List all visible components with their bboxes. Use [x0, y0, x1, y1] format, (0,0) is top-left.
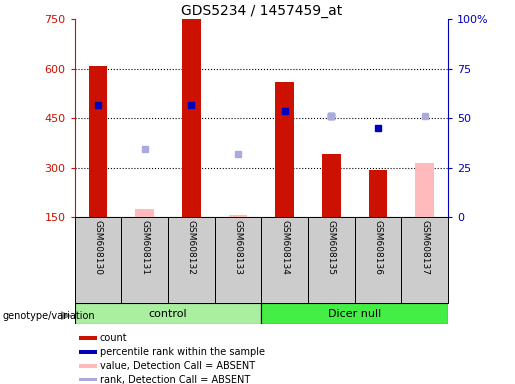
Text: GSM608131: GSM608131 — [140, 220, 149, 275]
Bar — [261, 217, 308, 303]
Text: percentile rank within the sample: percentile rank within the sample — [99, 347, 265, 357]
Text: GSM608134: GSM608134 — [280, 220, 289, 275]
Bar — [308, 217, 355, 303]
Bar — [401, 217, 448, 303]
Text: genotype/variation: genotype/variation — [3, 311, 95, 321]
Text: control: control — [149, 309, 187, 319]
Bar — [79, 350, 97, 354]
Bar — [416, 162, 434, 217]
Bar — [168, 217, 215, 303]
Title: GDS5234 / 1457459_at: GDS5234 / 1457459_at — [181, 4, 342, 18]
Bar — [122, 217, 168, 303]
Text: GSM608137: GSM608137 — [420, 220, 429, 275]
Text: Dicer null: Dicer null — [328, 309, 381, 319]
Bar — [369, 170, 387, 217]
Bar — [355, 217, 401, 303]
Bar — [79, 377, 97, 381]
Text: rank, Detection Call = ABSENT: rank, Detection Call = ABSENT — [99, 374, 250, 384]
Text: count: count — [99, 333, 127, 343]
Bar — [75, 217, 122, 303]
Text: GSM608133: GSM608133 — [233, 220, 243, 275]
Bar — [135, 209, 154, 217]
Bar — [322, 154, 341, 217]
Text: value, Detection Call = ABSENT: value, Detection Call = ABSENT — [99, 361, 255, 371]
Bar — [215, 217, 261, 303]
Bar — [79, 336, 97, 340]
Bar — [89, 66, 107, 217]
Text: GSM608136: GSM608136 — [373, 220, 383, 275]
Bar — [229, 215, 247, 217]
Text: GSM608135: GSM608135 — [327, 220, 336, 275]
Text: GSM608130: GSM608130 — [94, 220, 102, 275]
Bar — [182, 19, 201, 217]
Bar — [261, 303, 448, 324]
Bar — [79, 364, 97, 367]
Bar — [75, 303, 261, 324]
Text: GSM608132: GSM608132 — [187, 220, 196, 275]
Bar — [276, 82, 294, 217]
Polygon shape — [61, 311, 72, 320]
